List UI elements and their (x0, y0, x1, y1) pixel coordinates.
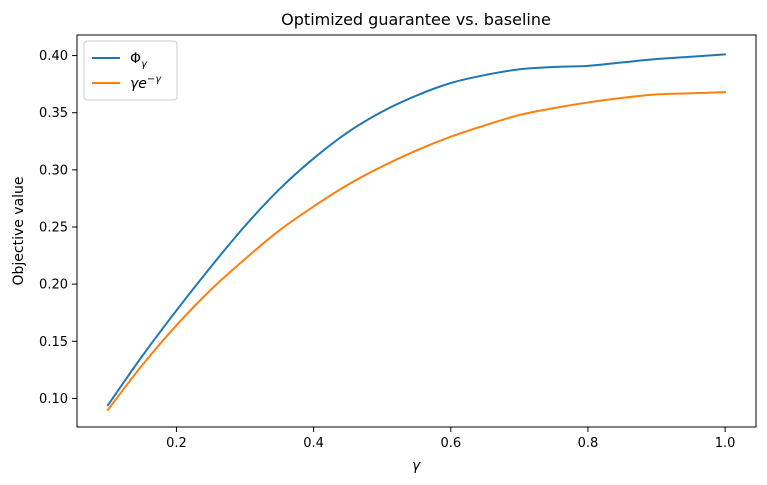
legend: Φγ γe−γ (83, 40, 178, 101)
legend-label-baseline-main: γe (130, 76, 147, 92)
legend-label-baseline: γe−γ (130, 74, 162, 92)
y-tick-label: 0.25 (39, 221, 68, 236)
x-tick-label: 0.6 (440, 436, 461, 451)
y-axis-label: Objective value (11, 176, 27, 285)
legend-box (83, 40, 178, 101)
y-tick-label: 0.30 (39, 163, 68, 178)
chart-title: Optimized guarantee vs. baseline (281, 10, 551, 29)
x-tick-label: 0.8 (578, 436, 599, 451)
plot-frame (76, 34, 757, 428)
series-layer (106, 53, 727, 411)
y-tick-label: 0.40 (39, 49, 68, 64)
legend-label-baseline-sup: −γ (147, 74, 162, 85)
legend-label-phi-main: Φ (130, 51, 141, 67)
legend-label-phi: Φγ (130, 51, 148, 70)
x-tick-label: 0.4 (303, 436, 324, 451)
x-axis-label: γ (412, 458, 421, 474)
y-axis: 0.10 0.15 0.20 0.25 0.30 0.35 0.40 (39, 49, 77, 407)
y-tick-label: 0.20 (39, 278, 68, 293)
series-line-0 (106, 53, 727, 407)
x-tick-label: 0.2 (166, 436, 187, 451)
x-tick-label: 1.0 (715, 436, 736, 451)
y-tick-label: 0.35 (39, 106, 68, 121)
legend-label-phi-sub: γ (141, 59, 148, 70)
y-tick-label: 0.10 (39, 392, 68, 407)
series-line-1 (106, 91, 727, 411)
y-tick-label: 0.15 (39, 335, 68, 350)
x-axis: 0.2 0.4 0.6 0.8 1.0 (166, 427, 735, 451)
